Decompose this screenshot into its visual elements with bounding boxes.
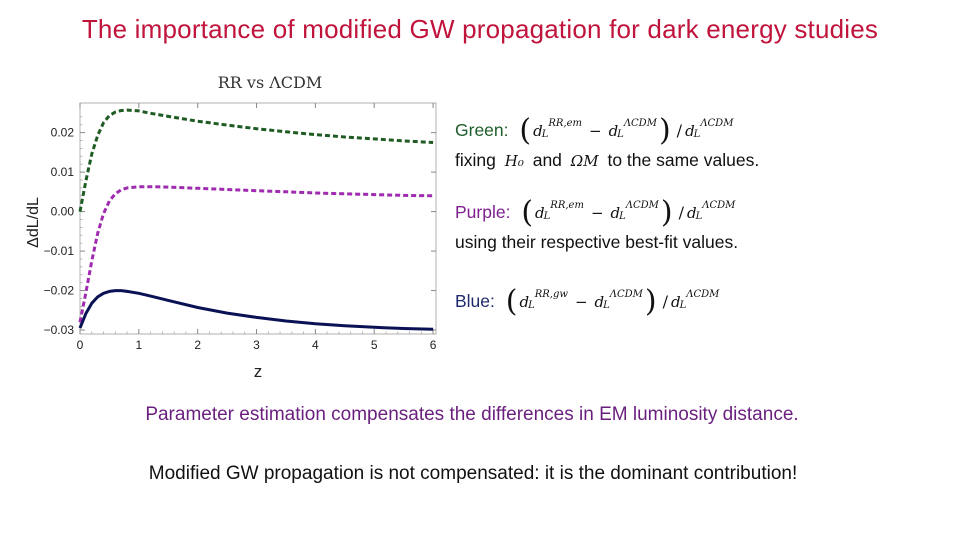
legend-green-desc: fixing H₀ and ΩM to the same values. — [455, 150, 760, 170]
slide-title: The importance of modified GW propagatio… — [81, 14, 879, 44]
series-line-2 — [78, 289, 434, 331]
legend-purple-desc: using their respective best-fit values. — [455, 232, 739, 252]
green-equation: ( d L RR,em − d L ΛCDM ) / d L ΛCDM — [519, 113, 734, 149]
chart-title: RR vs ΛCDM — [218, 73, 323, 92]
plot-frame — [79, 102, 437, 335]
legend-purple-line: Purple: ( d L RR,em − d L ΛCDM ) / d L ΛCDM — [455, 195, 736, 231]
x-tick-label: 1 — [135, 338, 142, 352]
y-tick-label: 0.00 — [51, 205, 75, 219]
legend-green-label: Green: — [455, 120, 509, 140]
series-line-0 — [78, 108, 434, 212]
blue-equation: ( d L RR,gw − d L ΛCDM ) / d L ΛCDM — [505, 284, 720, 320]
conclusion-modified-gw: Modified GW propagation is not compensat… — [148, 463, 798, 484]
x-tick-label: 6 — [430, 338, 437, 352]
y-tick-label: −0.03 — [44, 323, 75, 337]
x-tick-label: 3 — [253, 338, 260, 352]
purple-equation: ( d L RR,em − d L ΛCDM ) / d L ΛCDM — [521, 195, 736, 231]
legend-purple-label: Purple: — [455, 202, 511, 222]
series-line-1 — [78, 185, 434, 323]
x-tick-label: 4 — [312, 338, 319, 352]
y-axis-label: ΔdL/dL — [25, 197, 42, 248]
x-tick-label: 5 — [371, 338, 378, 352]
legend-blue-line: Blue: ( d L RR,gw − d L ΛCDM ) / d L ΛCDM — [455, 284, 720, 320]
symbol-h0: H₀ — [504, 152, 524, 170]
x-tick-label: 0 — [77, 338, 84, 352]
x-axis-label: z — [254, 362, 263, 381]
y-tick-label: −0.02 — [44, 284, 75, 298]
y-tick-label: 0.01 — [51, 165, 75, 179]
y-tick-label: 0.02 — [51, 126, 75, 140]
conclusion-parameter-estimation: Parameter estimation compensates the dif… — [145, 404, 799, 425]
legend-green-line: Green: ( d L RR,em − d L ΛCDM ) / d L ΛCDM — [455, 113, 734, 149]
x-tick-label: 2 — [194, 338, 201, 352]
symbol-omega-m: ΩM — [570, 152, 599, 170]
y-tick-label: −0.01 — [44, 244, 75, 258]
legend-blue-label: Blue: — [455, 291, 495, 311]
